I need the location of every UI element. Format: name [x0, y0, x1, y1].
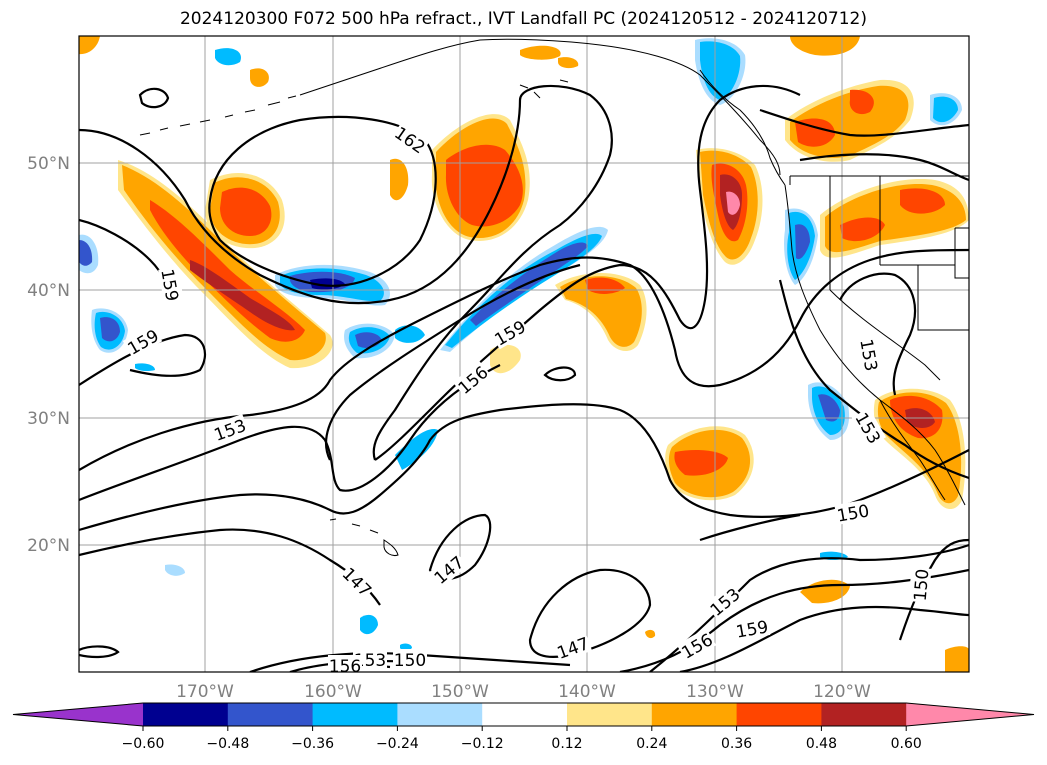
- warm-blob-south-corner: [945, 646, 969, 672]
- colorbar-tick-label: −0.24: [376, 736, 419, 752]
- cool-blob-ne-core: [933, 96, 958, 123]
- colorbar-segment: [567, 703, 653, 726]
- warm-blob-gulf-strong: [445, 144, 523, 227]
- colorbar-tick-label: −0.48: [206, 736, 249, 752]
- cool-blob-small-d: [135, 363, 155, 372]
- cool-blob-small-b: [165, 564, 185, 576]
- cool-blob-small-a: [360, 614, 378, 635]
- contour-label: 156: [329, 657, 361, 677]
- contour-147-east: [699, 513, 801, 542]
- colorbar-tick-label: 0.60: [891, 736, 922, 752]
- contour-150: [79, 403, 969, 532]
- lon-label-170w: 170°W: [176, 682, 234, 702]
- contour-150-se: [898, 538, 969, 641]
- contour-east-north-2: [799, 153, 969, 182]
- colorbar-tick-label: 0.48: [806, 736, 837, 752]
- bc-coastline: [699, 69, 786, 186]
- shaded-fields: [79, 36, 969, 672]
- colorbar-tick-label: −0.36: [291, 736, 334, 752]
- warm-blob-small-3: [520, 45, 561, 60]
- warm-region-interior-strong: [840, 217, 885, 242]
- contour-156: [79, 248, 969, 471]
- colorbar: −0.60 −0.48 −0.36 −0.24 −0.12 0.12 0.24 0.36 0.4…: [12, 702, 1035, 752]
- hawaiian-islands: [329, 518, 399, 556]
- contour-east-north: [759, 108, 969, 137]
- lon-label-150w: 150°W: [431, 682, 489, 702]
- warm-blob-small-2: [250, 68, 269, 87]
- cool-blob-coast-strong: [795, 224, 810, 260]
- colorbar-tick-label: −0.12: [461, 736, 504, 752]
- colorbar-segment: [651, 703, 738, 726]
- map-title: 2024120300 F072 500 hPa refract., IVT La…: [179, 9, 867, 29]
- colorbar-tick-label: 0.12: [551, 736, 582, 752]
- warm-blob-mid-east-core: [560, 276, 642, 347]
- warm-region-ne-strong-2: [849, 89, 874, 115]
- cool-anomaly-band-strong: [470, 242, 588, 326]
- colorbar-segment: [312, 703, 398, 726]
- contour-159-north: [79, 84, 613, 461]
- warm-blob-north-central-strong: [220, 187, 272, 236]
- alaska-islands: [519, 79, 569, 99]
- contour-159-west-2: [79, 333, 207, 386]
- lon-label-130w: 130°W: [686, 682, 744, 702]
- us-west-coastline: [784, 184, 966, 506]
- colorbar-segment: [482, 703, 568, 726]
- baja-coastline: [879, 399, 946, 501]
- warm-blob-small-5: [79, 36, 100, 55]
- warm-anomaly-band-west-peak: [190, 260, 295, 331]
- colorbar-tick-label: −0.60: [122, 736, 165, 752]
- lat-label-50n: 50°N: [27, 154, 70, 174]
- lon-label-160w: 160°W: [304, 682, 362, 702]
- lon-label-120w: 120°W: [813, 682, 871, 702]
- colorbar-segment: [736, 703, 822, 726]
- cool-blob-small-e: [400, 643, 412, 651]
- lat-label-20n: 20°N: [27, 536, 70, 556]
- warm-blob-small-4: [558, 57, 579, 69]
- map-panel: 162 159 159 159 156 153 153 153 150 150 …: [79, 36, 969, 677]
- warm-anomaly-band-west-strong: [150, 200, 305, 342]
- lat-label-40n: 40°N: [27, 281, 70, 301]
- colorbar-segment: [143, 703, 229, 726]
- cool-blob-west-strong: [100, 317, 120, 342]
- contour-156-se: [619, 568, 969, 672]
- colorbar-extend-max: [906, 703, 1034, 726]
- colorbar-segment: [397, 703, 483, 726]
- contour-small-loop-3: [79, 645, 120, 659]
- contour-label: 150: [394, 651, 426, 671]
- cool-blob-west-edge-core: [79, 240, 93, 266]
- aleutian-islands: [139, 95, 297, 136]
- contour-small-loop-2: [543, 366, 577, 382]
- map-frame: [78, 35, 970, 673]
- warm-region-ne-strong: [795, 118, 835, 147]
- cool-blob-socal-offshore-strong: [818, 394, 840, 422]
- warm-region-interior-strong-2: [900, 188, 945, 214]
- warm-blob-small-6: [645, 629, 656, 639]
- warm-blob-small-1: [390, 158, 409, 201]
- contour-east-loop: [839, 272, 917, 396]
- contour-label: 150: [911, 568, 934, 602]
- colorbar-segment: [821, 703, 907, 726]
- colorbar-segment: [227, 703, 314, 726]
- colorbar-tick-label: 0.24: [636, 736, 667, 752]
- colorbar-extend-min: [13, 703, 143, 726]
- contour-small-loop-1: [138, 87, 170, 109]
- contour-156-b: [325, 263, 581, 461]
- latitude-labels: 50°N 40°N 30°N 20°N: [27, 154, 70, 556]
- state-borders: [789, 176, 969, 381]
- contour-153-east: [778, 279, 969, 480]
- colorbar-tick-label: 0.36: [721, 736, 752, 752]
- longitude-labels: 170°W 160°W 150°W 140°W 130°W 120°W: [176, 682, 871, 702]
- cool-blob-nw: [215, 48, 241, 66]
- lat-label-30n: 30°N: [27, 409, 70, 429]
- alaska-coastline: [299, 38, 781, 176]
- warm-blob-pnw-max: [726, 191, 740, 215]
- lon-label-140w: 140°W: [558, 682, 616, 702]
- coastlines: [139, 38, 969, 556]
- contour-159-se: [679, 605, 969, 672]
- contour-153-se: [649, 543, 969, 672]
- contour-162-loop: [208, 115, 437, 287]
- cool-anomaly-small-1: [395, 429, 438, 470]
- contour-153: [79, 364, 501, 502]
